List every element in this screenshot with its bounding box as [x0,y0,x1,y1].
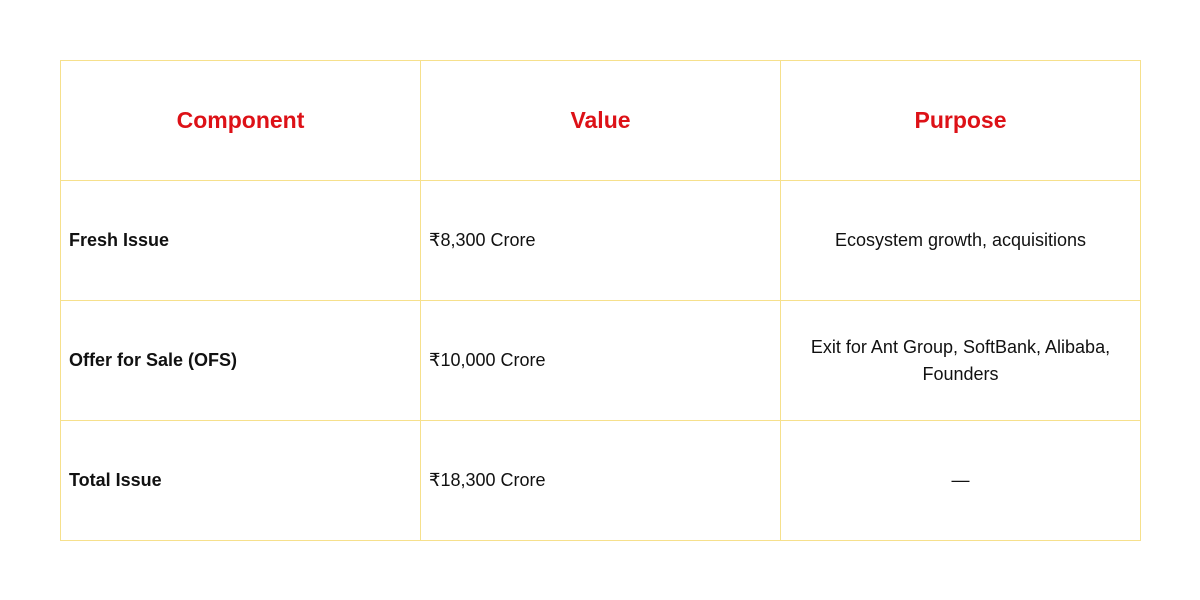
header-purpose: Purpose [780,60,1141,181]
header-row: Component Value Purpose [60,60,1141,181]
cell-component: Fresh Issue [60,180,421,301]
cell-component: Offer for Sale (OFS) [60,300,421,421]
cell-value: ₹10,000 Crore [420,300,781,421]
cell-purpose: Ecosystem growth, acquisitions [780,180,1141,301]
cell-purpose: — [780,420,1141,541]
header-component: Component [60,60,421,181]
cell-value: ₹8,300 Crore [420,180,781,301]
table-row: Offer for Sale (OFS) ₹10,000 Crore Exit … [60,300,1141,421]
cell-value: ₹18,300 Crore [420,420,781,541]
cell-purpose: Exit for Ant Group, SoftBank, Alibaba, F… [780,300,1141,421]
table-row: Total Issue ₹18,300 Crore — [60,420,1141,541]
cell-component: Total Issue [60,420,421,541]
table-row: Fresh Issue ₹8,300 Crore Ecosystem growt… [60,180,1141,301]
ipo-components-table: Component Value Purpose Fresh Issue ₹8,3… [60,60,1141,541]
header-value: Value [420,60,781,181]
